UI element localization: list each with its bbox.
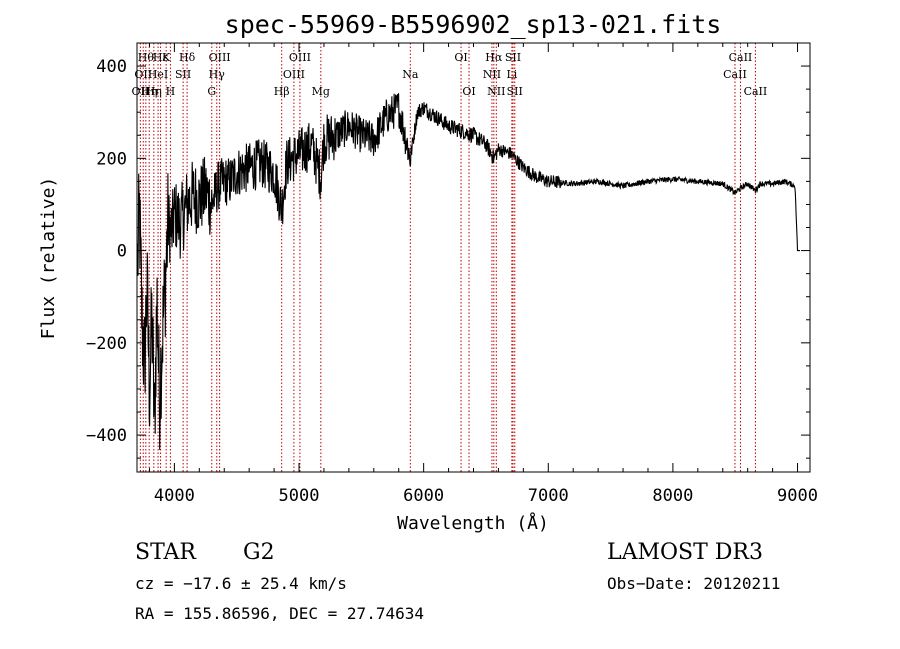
line-label: CaII	[723, 68, 747, 81]
line-label: Hα	[485, 51, 503, 64]
line-label: Na	[402, 68, 419, 81]
line-label: OIII	[289, 51, 311, 64]
line-label: SII	[175, 68, 191, 81]
x-tick-label: 7000	[528, 486, 569, 506]
y-tick-label: 400	[96, 57, 127, 77]
line-label: Hη	[146, 85, 162, 98]
line-label: SII	[507, 85, 523, 98]
obs-date: Obs−Date: 20120211	[607, 574, 781, 593]
object-class: STAR	[135, 540, 196, 565]
spectrum-line	[137, 93, 800, 450]
line-label: H	[166, 85, 176, 98]
y-tick-label: 0	[117, 242, 127, 262]
object-subclass: G2	[243, 540, 275, 565]
line-label: OII	[134, 68, 152, 81]
y-tick-label: −400	[86, 426, 127, 446]
emission-line-markers	[139, 43, 756, 472]
plot-frame	[136, 42, 811, 473]
line-label: OI	[454, 51, 467, 64]
line-label: OII	[132, 85, 150, 98]
x-axis-label: Wavelength (Å)	[397, 512, 549, 534]
line-label: Hγ	[209, 68, 226, 81]
y-tick-label: −200	[86, 334, 127, 354]
line-label: HeI	[148, 68, 168, 81]
x-tick-label: 6000	[403, 486, 444, 506]
line-label: CaII	[744, 85, 768, 98]
line-label: Hθ	[138, 51, 155, 64]
line-label: Mg	[312, 85, 330, 98]
x-tick-label: 8000	[652, 486, 693, 506]
line-label: OIII	[283, 68, 305, 81]
line-label: Hδ	[179, 51, 196, 64]
x-tick-label: 9000	[777, 486, 818, 506]
x-tick-label: 5000	[279, 486, 320, 506]
survey-name: LAMOST DR3	[607, 540, 763, 565]
line-label: K	[162, 51, 171, 64]
x-tick-label: 4000	[154, 486, 195, 506]
line-label: CaII	[729, 51, 753, 64]
y-axis-label: Flux (relative)	[38, 177, 59, 340]
chart-title: spec-55969-B5596902_sp13-021.fits	[225, 10, 722, 39]
redshift-info: cz = −17.6 ± 25.4 km/s	[135, 574, 347, 593]
x-axis-ticks: 4000 5000 6000 7000 8000 9000	[148, 43, 818, 506]
line-label: G	[207, 85, 216, 98]
line-label: Li	[506, 68, 517, 81]
coordinates: RA = 155.86596, DEC = 27.74634	[135, 604, 424, 623]
y-axis-ticks: 400 200 0 −200 −400	[86, 42, 810, 459]
line-label: OI	[462, 85, 475, 98]
y-tick-label: 200	[96, 149, 127, 169]
line-label: OIII	[209, 51, 231, 64]
line-label: NII	[483, 68, 501, 81]
line-label: Hη	[141, 85, 157, 98]
line-label: SII	[505, 51, 521, 64]
line-label: NII	[487, 85, 505, 98]
line-label: Hε	[153, 51, 169, 64]
line-label: Hβ	[274, 85, 290, 98]
